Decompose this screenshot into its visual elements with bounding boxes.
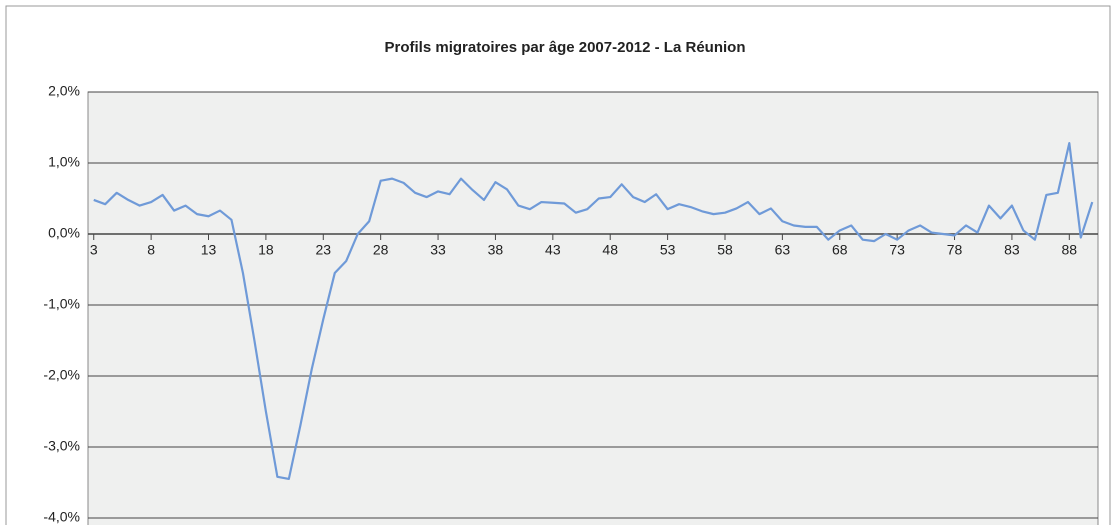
plot-area (87, 91, 1099, 530)
y-tick-label: 1,0% (48, 154, 80, 170)
x-tick-label: 23 (315, 242, 331, 258)
x-tick-label: 63 (775, 242, 791, 258)
x-tick-label: 43 (545, 242, 561, 258)
x-tick-label: 33 (430, 242, 446, 258)
x-tick-label: 58 (717, 242, 733, 258)
x-tick-label: 13 (201, 242, 217, 258)
x-tick-label: 3 (90, 242, 98, 258)
x-tick-label: 68 (832, 242, 848, 258)
y-tick-label: -2,0% (43, 367, 80, 383)
x-tick-label: 53 (660, 242, 676, 258)
chart-title: Profils migratoires par âge 2007-2012 - … (385, 39, 746, 56)
x-tick-label: 48 (602, 242, 618, 258)
data-line (93, 142, 1094, 481)
x-tick-label: 73 (889, 242, 905, 258)
x-tick-label: 78 (947, 242, 963, 258)
x-tick-label: 83 (1004, 242, 1020, 258)
y-tick-label: -4,0% (43, 509, 80, 525)
y-tick-label: 2,0% (48, 83, 80, 99)
x-tick-label: 18 (258, 242, 274, 258)
x-tick-label: 38 (488, 242, 504, 258)
y-tick-label: -1,0% (43, 296, 80, 312)
x-tick-label: 28 (373, 242, 389, 258)
x-tick-label: 88 (1062, 242, 1078, 258)
y-tick-label: 0,0% (48, 225, 80, 241)
y-tick-label: -3,0% (43, 438, 80, 454)
x-tick-label: 8 (147, 242, 155, 258)
